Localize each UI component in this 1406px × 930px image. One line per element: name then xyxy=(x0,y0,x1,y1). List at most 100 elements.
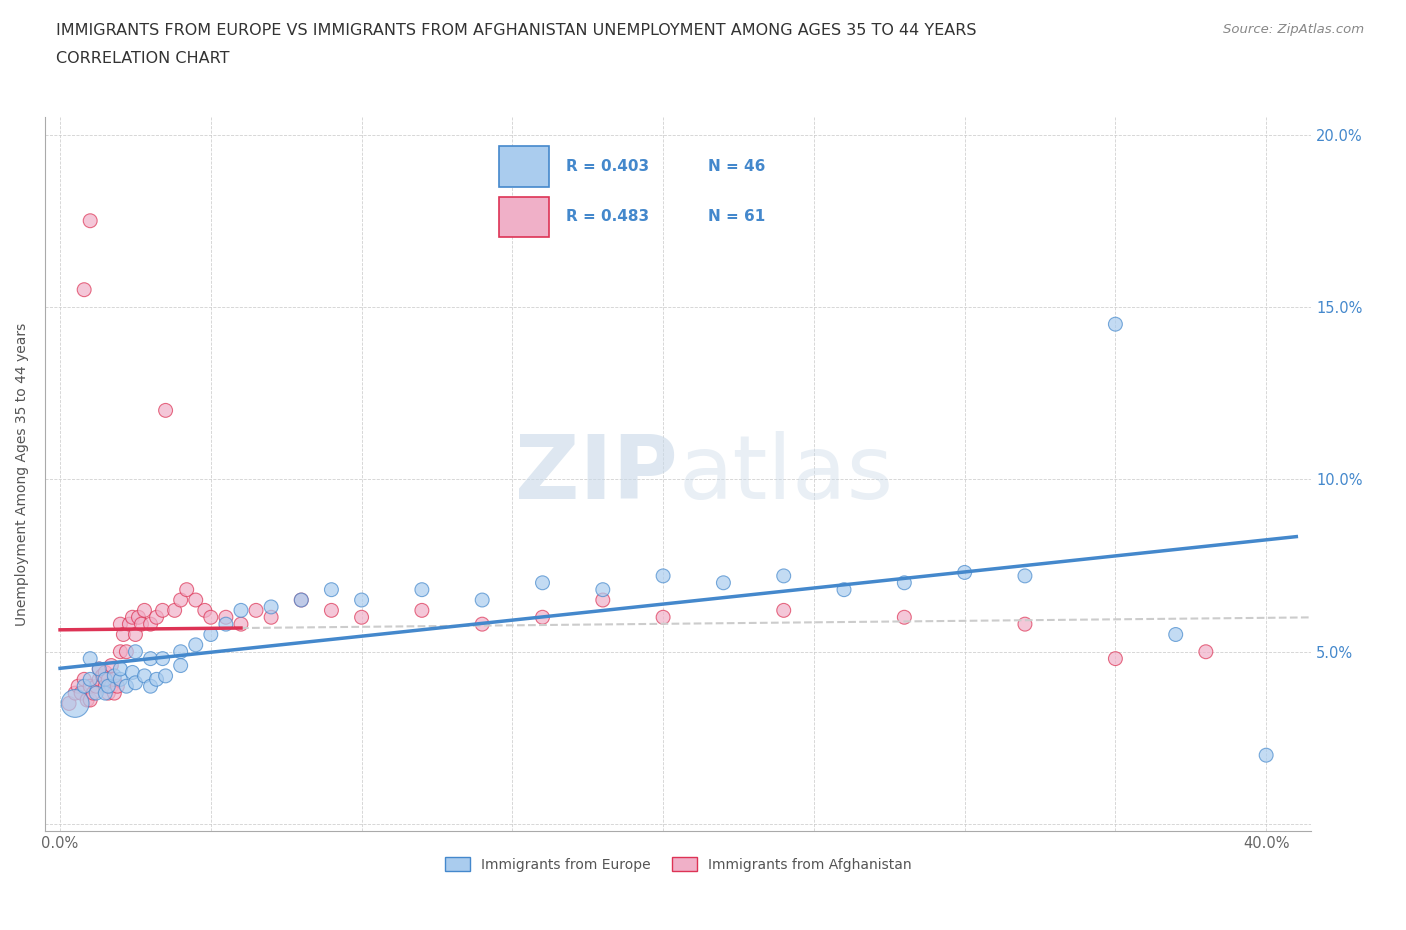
Point xyxy=(97,679,120,694)
Point xyxy=(97,671,120,686)
Point xyxy=(82,685,104,700)
Point xyxy=(1014,617,1036,631)
Point xyxy=(176,582,198,597)
Point xyxy=(134,603,156,618)
Point xyxy=(145,671,167,686)
Point xyxy=(350,610,373,625)
Point xyxy=(321,603,343,618)
Point xyxy=(169,592,191,607)
Point xyxy=(67,679,90,694)
Point xyxy=(110,661,132,676)
Point xyxy=(105,679,128,694)
Point xyxy=(73,679,96,694)
Point xyxy=(63,685,86,700)
Point xyxy=(350,592,373,607)
Point xyxy=(84,679,107,694)
Point xyxy=(893,576,915,591)
Point xyxy=(115,679,138,694)
Point xyxy=(139,617,162,631)
Text: ZIP: ZIP xyxy=(516,431,678,518)
Point xyxy=(127,610,149,625)
Point xyxy=(1014,568,1036,583)
Point xyxy=(152,603,174,618)
Point xyxy=(229,603,252,618)
Point xyxy=(652,610,675,625)
Point xyxy=(118,617,141,631)
Point xyxy=(84,685,107,700)
Point xyxy=(79,651,101,666)
Point xyxy=(163,603,186,618)
Point xyxy=(194,603,217,618)
Point xyxy=(112,627,135,642)
Point xyxy=(73,671,96,686)
Point xyxy=(321,582,343,597)
Text: IMMIGRANTS FROM EUROPE VS IMMIGRANTS FROM AFGHANISTAN UNEMPLOYMENT AMONG AGES 35: IMMIGRANTS FROM EUROPE VS IMMIGRANTS FRO… xyxy=(56,23,977,38)
Point xyxy=(169,644,191,659)
Point xyxy=(94,665,117,680)
Point xyxy=(215,617,238,631)
Point xyxy=(91,669,114,684)
Point xyxy=(411,582,433,597)
Point xyxy=(531,610,554,625)
Point xyxy=(260,600,283,615)
Point xyxy=(145,610,167,625)
Point xyxy=(110,671,132,686)
Point xyxy=(73,283,96,298)
Point xyxy=(58,696,80,711)
Point xyxy=(121,610,143,625)
Point xyxy=(79,671,101,686)
Point xyxy=(134,669,156,684)
Point xyxy=(832,582,855,597)
Point xyxy=(893,610,915,625)
Point xyxy=(121,665,143,680)
Point xyxy=(70,685,93,700)
Point xyxy=(229,617,252,631)
Legend: Immigrants from Europe, Immigrants from Afghanistan: Immigrants from Europe, Immigrants from … xyxy=(440,852,917,878)
Point xyxy=(471,592,494,607)
Point xyxy=(79,679,101,694)
Point xyxy=(76,693,98,708)
Point xyxy=(100,679,122,694)
Point xyxy=(89,661,111,676)
Point xyxy=(290,592,312,607)
Point xyxy=(169,658,191,673)
Point xyxy=(215,610,238,625)
Point xyxy=(139,651,162,666)
Point xyxy=(772,603,794,618)
Text: Source: ZipAtlas.com: Source: ZipAtlas.com xyxy=(1223,23,1364,36)
Point xyxy=(89,661,111,676)
Point xyxy=(1195,644,1218,659)
Text: CORRELATION CHART: CORRELATION CHART xyxy=(56,51,229,66)
Point xyxy=(411,603,433,618)
Point xyxy=(1104,651,1126,666)
Point xyxy=(652,568,675,583)
Point xyxy=(115,644,138,659)
Point xyxy=(124,627,146,642)
Point xyxy=(592,592,614,607)
Point xyxy=(1164,627,1187,642)
Point xyxy=(200,610,222,625)
Point xyxy=(103,685,125,700)
Point xyxy=(290,592,312,607)
Point xyxy=(124,644,146,659)
Point xyxy=(63,696,86,711)
Point xyxy=(97,685,120,700)
Point xyxy=(152,651,174,666)
Point xyxy=(953,565,976,580)
Point xyxy=(100,658,122,673)
Point xyxy=(1104,317,1126,332)
Point xyxy=(260,610,283,625)
Point xyxy=(139,679,162,694)
Point xyxy=(89,671,111,686)
Point xyxy=(155,403,177,418)
Point xyxy=(592,582,614,597)
Point xyxy=(124,675,146,690)
Point xyxy=(184,637,207,652)
Point xyxy=(94,671,117,686)
Point xyxy=(79,213,101,228)
Text: atlas: atlas xyxy=(678,431,893,518)
Point xyxy=(110,617,132,631)
Point xyxy=(245,603,267,618)
Point xyxy=(471,617,494,631)
Point xyxy=(184,592,207,607)
